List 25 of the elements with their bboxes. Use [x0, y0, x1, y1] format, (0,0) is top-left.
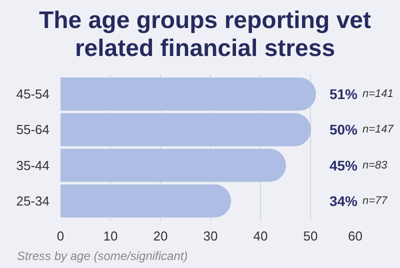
text: n=147 [362, 124, 394, 136]
text: Stress by age (some/significant) [17, 248, 188, 265]
x-tick-label: 10 [103, 228, 118, 244]
text: n=77 [362, 194, 388, 207]
bar [60, 78, 316, 111]
x-tick-label: 20 [153, 228, 168, 244]
data-label: 45% [329, 157, 358, 174]
data-label: 50% [329, 122, 358, 138]
x-tick-label: 60 [348, 228, 363, 244]
bar [60, 184, 231, 218]
x-tick-label: 40 [253, 228, 268, 244]
y-tick-label: 45-54 [16, 86, 50, 102]
bar [60, 113, 311, 146]
x-tick-label: 0 [56, 228, 64, 244]
chart-title: The age groups reporting vet related financial stress [38, 7, 372, 63]
y-tick-label: 25-34 [16, 193, 50, 208]
x-tick-label: 50 [303, 228, 318, 244]
y-tick-label: 35-44 [16, 158, 50, 173]
text: n=83 [362, 159, 388, 172]
y-tick-label: 55-64 [16, 122, 50, 138]
data-label: 51% [329, 86, 358, 102]
x-tick-label: 30 [203, 228, 218, 244]
text: n=141 [362, 88, 394, 100]
data-label: 34% [329, 192, 358, 209]
bar [60, 148, 286, 182]
